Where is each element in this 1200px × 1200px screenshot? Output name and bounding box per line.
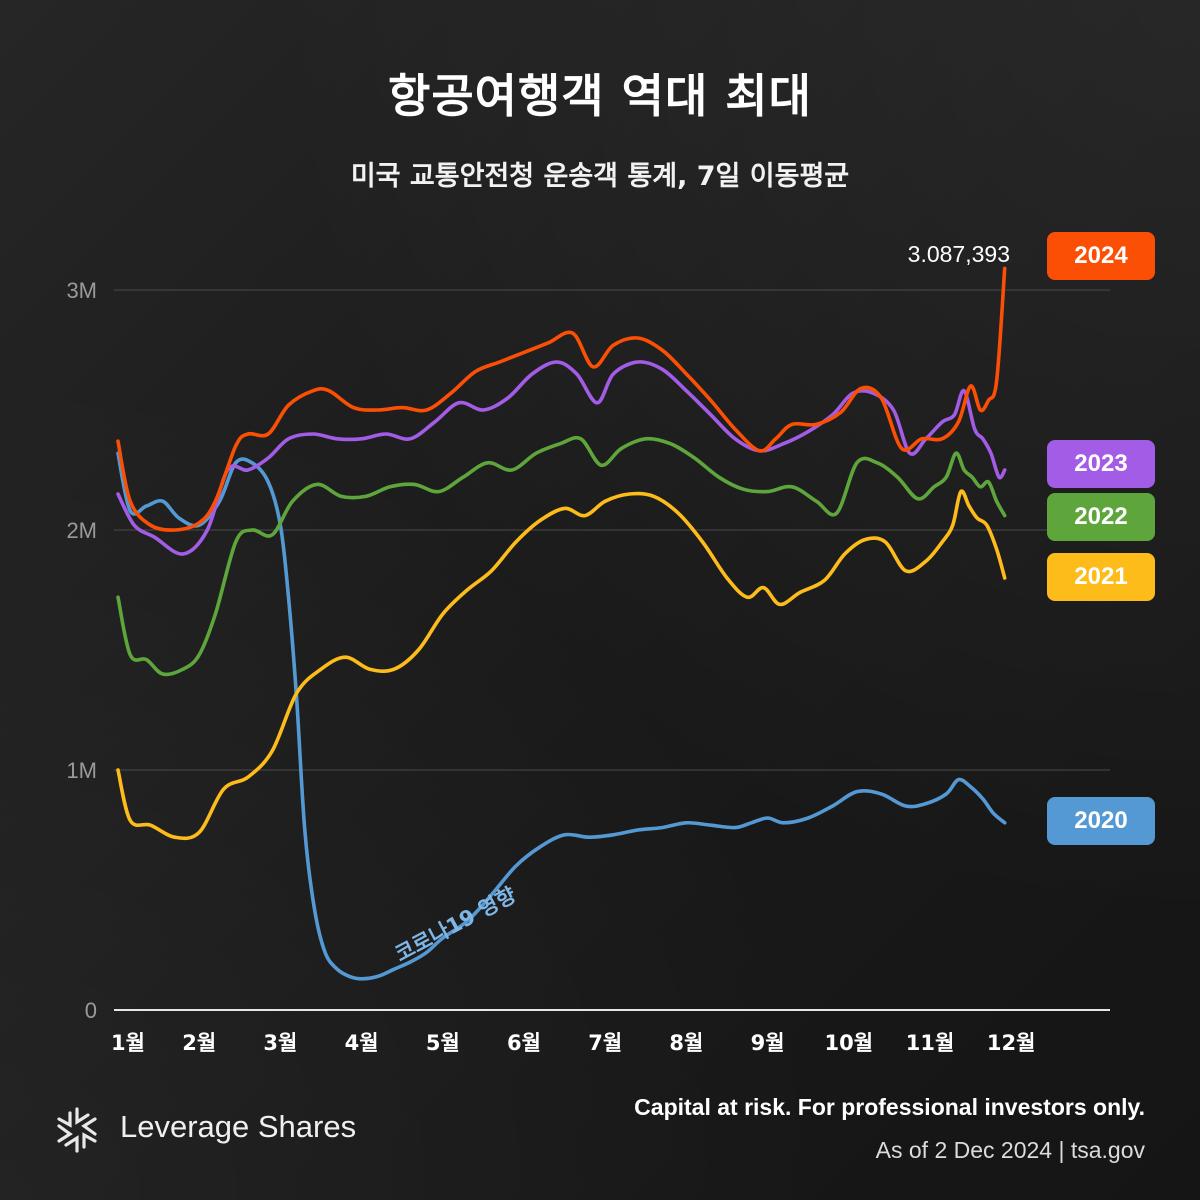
y-tick-label: 1M [66, 758, 97, 783]
x-tick-label: 4월 [345, 1031, 379, 1055]
x-tick-label: 1월 [111, 1031, 145, 1055]
axis-layer: 0 1M 2M 3M 1월 2월 3월 4월 5월 6월 7월 8월 9월 10월 11월 12월 [66, 278, 1035, 1055]
legend-badge-2024: 2024 [1047, 232, 1155, 280]
source-note: As of 2 Dec 2024 | tsa.gov [875, 1137, 1145, 1163]
x-tick-label: 7월 [588, 1031, 622, 1055]
x-tick-label: 6월 [507, 1031, 541, 1055]
x-tick-label: 11월 [906, 1031, 955, 1055]
series-line-2023 [116, 360, 1007, 556]
disclaimer: Capital at risk. For professional invest… [634, 1094, 1145, 1120]
x-tick-label: 8월 [669, 1031, 703, 1055]
legend-badge-2021: 2021 [1047, 553, 1155, 601]
legend-badge-2022: 2022 [1047, 493, 1155, 541]
y-tick-label: 3M [66, 278, 97, 303]
covid-annotation: 코로나19 영향 [391, 883, 520, 967]
series-line-2022 [116, 435, 1007, 677]
x-tick-label: 12월 [987, 1031, 1036, 1055]
chart-title: 항공여행객 역대 최대 [388, 69, 812, 123]
series-line-2021 [116, 489, 1007, 841]
x-tick-label: 5월 [426, 1031, 460, 1055]
series-line-2020 [116, 451, 1007, 981]
y-tick-label: 2M [66, 518, 97, 543]
peak-value-label: 3.087,393 [907, 241, 1010, 267]
y-tick-label: 0 [85, 998, 97, 1023]
x-tick-label: 10월 [825, 1031, 874, 1055]
series-line-2024 [116, 266, 1007, 532]
brand-name: Leverage Shares [120, 1109, 357, 1144]
leverage-shares-logo-icon [57, 1107, 97, 1153]
x-tick-label: 3월 [263, 1031, 297, 1055]
x-tick-label: 2월 [182, 1031, 216, 1055]
x-tick-label: 9월 [751, 1031, 785, 1055]
legend-badge-2020: 2020 [1047, 797, 1155, 845]
legend-badge-2023: 2023 [1047, 440, 1155, 488]
chart-subtitle: 미국 교통안전청 운송객 통계, 7일 이동평균 [350, 161, 850, 192]
series-layer [116, 266, 1007, 981]
